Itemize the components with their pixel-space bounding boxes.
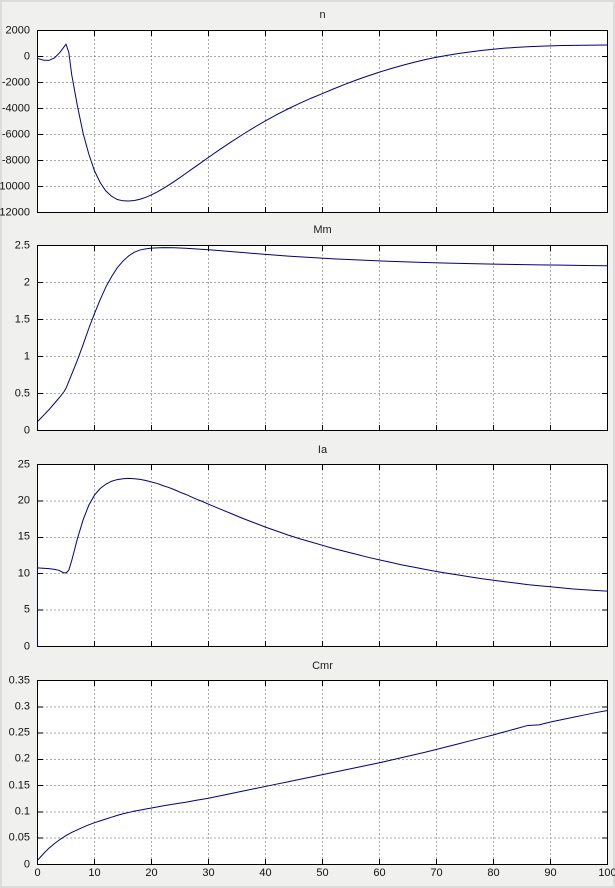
y-tick-label: 0 xyxy=(23,50,30,62)
axes-box xyxy=(37,680,608,865)
plot-area-n xyxy=(37,30,608,213)
x-tick-label: 10 xyxy=(88,867,101,879)
y-tick-label: 2000 xyxy=(5,24,30,36)
y-tick-label: 20 xyxy=(17,494,30,507)
y-tick-label: 0.15 xyxy=(8,779,30,792)
axes-box xyxy=(37,30,608,213)
chart-canvas xyxy=(37,464,608,647)
x-tick-label: 40 xyxy=(259,867,272,879)
x-tick-label: 0 xyxy=(34,867,41,879)
x-tick-label: 70 xyxy=(430,867,443,879)
y-tick-label: 2.5 xyxy=(14,239,30,251)
y-tick-label: 0 xyxy=(23,424,30,436)
x-tick-label: 80 xyxy=(487,867,500,879)
x-tick-label: 30 xyxy=(202,867,215,879)
plot-area-cmr xyxy=(37,680,608,865)
y-tick-label: -2000 xyxy=(1,76,30,88)
axes-box xyxy=(37,464,608,647)
chart-canvas xyxy=(37,30,608,213)
y-tick-label: 0.35 xyxy=(8,674,30,686)
data-line-Ia xyxy=(37,477,608,647)
y-tick-label: 1 xyxy=(23,350,30,362)
x-tick-label: 90 xyxy=(544,867,557,879)
y-tick-label: 1.5 xyxy=(14,313,30,325)
data-line-Cmr xyxy=(37,709,608,861)
data-line-n xyxy=(37,43,608,202)
y-tick-label: 5 xyxy=(23,603,30,616)
y-tick-label: 0.1 xyxy=(14,805,30,818)
data-line-Mm xyxy=(37,247,608,422)
y-tick-label: 2 xyxy=(23,276,30,288)
y-tick-label: 10 xyxy=(17,567,30,580)
plot-area-ia xyxy=(37,464,608,647)
y-axis-labels-cmr: 0 0.05 0.1 0.15 0.2 0.25 0.3 0.35 xyxy=(2,675,33,870)
y-tick-label: 0.05 xyxy=(8,831,30,844)
x-axis-labels: 0 10 20 30 40 50 60 70 80 90 100 xyxy=(2,866,615,880)
x-tick-label: 50 xyxy=(316,867,329,879)
y-tick-label: 0 xyxy=(23,640,30,652)
y-tick-label: 0.25 xyxy=(8,726,30,739)
y-tick-label: 12000 xyxy=(0,206,30,218)
chart-title-mm: Mm xyxy=(313,224,332,236)
chart-title-n: n xyxy=(319,9,326,21)
axes-box xyxy=(37,245,608,431)
y-tick-label: 0.2 xyxy=(14,752,30,765)
y-tick-label: 0 xyxy=(23,858,30,870)
y-tick-label: -8000 xyxy=(1,154,30,166)
plot-area-mm xyxy=(37,245,608,431)
y-axis-labels-mm: 0 0.5 1 1.5 2 2.5 xyxy=(2,240,33,436)
x-tick-label: 60 xyxy=(373,867,386,879)
y-tick-label: -4000 xyxy=(1,102,30,114)
chart-canvas xyxy=(37,245,608,431)
y-tick-label: 15 xyxy=(17,530,30,543)
y-tick-label: -6000 xyxy=(1,128,30,140)
y-axis-labels-n: 12000 10000 -8000 -6000 -4000 -2000 0 2000 xyxy=(0,25,33,218)
x-tick-label: 100 xyxy=(598,867,615,879)
chart-canvas xyxy=(37,680,608,865)
y-tick-label: 10000 xyxy=(0,180,30,192)
y-tick-label: 25 xyxy=(17,458,30,470)
y-axis-labels-ia: 0 5 10 15 20 25 xyxy=(2,459,33,652)
chart-title-cmr: Cmr xyxy=(312,660,333,672)
chart-title-ia: Ia xyxy=(317,444,328,456)
x-tick-label: 20 xyxy=(145,867,158,879)
y-tick-label: 0.5 xyxy=(14,387,30,399)
y-tick-label: 0.3 xyxy=(14,700,30,713)
